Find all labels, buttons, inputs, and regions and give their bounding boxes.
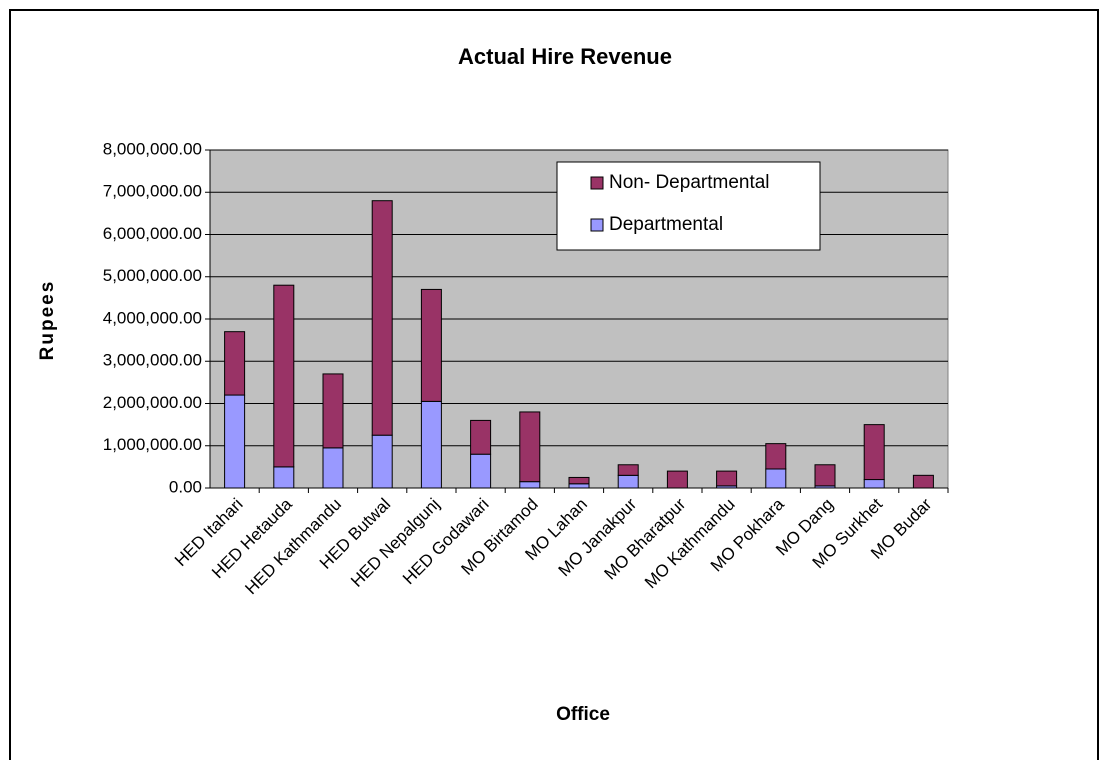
bar-segment [765,468,787,489]
y-axis-label: Rupees [37,280,58,361]
bar-segment [617,474,639,489]
y-tick-label: 0.00 [169,477,202,496]
y-tick-label: 3,000,000.00 [103,351,202,370]
bar-segment [863,479,885,489]
bar-segment [716,470,738,487]
bar-segment [420,400,442,489]
y-tick-label: 4,000,000.00 [103,308,202,327]
y-tick-label: 7,000,000.00 [103,182,202,201]
legend-swatch [590,218,604,232]
bar-segment [322,373,344,449]
y-tick-label: 2,000,000.00 [103,393,202,412]
chart-title: Actual Hire Revenue [458,44,672,69]
bar-segment [617,464,639,476]
legend-label: Non- Departmental [609,172,770,193]
bar-segment [765,443,787,470]
x-axis-label: Office [556,704,610,725]
bar-segment [519,411,541,483]
bar-segment [863,424,885,481]
bar-segment [470,453,492,489]
bar-segment [666,470,688,489]
y-tick-label: 8,000,000.00 [103,139,202,158]
y-tick-label: 6,000,000.00 [103,224,202,243]
y-tick-label: 1,000,000.00 [103,435,202,454]
legend-label: Departmental [609,214,723,235]
bar-segment [470,419,492,455]
bar-segment [273,466,295,489]
bar-segment [371,200,393,436]
bar-segment [519,481,541,489]
bar-segment [371,434,393,489]
bar-segment [568,483,590,489]
bar-segment [224,331,246,396]
bar-segment [224,394,246,489]
bar-segment [420,288,442,402]
bar-segment [322,447,344,489]
y-tick-label: 5,000,000.00 [103,266,202,285]
bar-segment [912,474,934,489]
bar-segment [568,476,590,485]
bar-segment [273,284,295,468]
legend-swatch [590,176,604,190]
bar-segment [814,464,836,487]
